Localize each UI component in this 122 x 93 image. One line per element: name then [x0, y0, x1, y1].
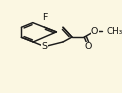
Text: S: S — [42, 42, 48, 51]
Text: O: O — [84, 42, 92, 51]
Text: F: F — [42, 13, 47, 22]
Text: CH₃: CH₃ — [107, 27, 122, 36]
Text: O: O — [91, 27, 98, 36]
